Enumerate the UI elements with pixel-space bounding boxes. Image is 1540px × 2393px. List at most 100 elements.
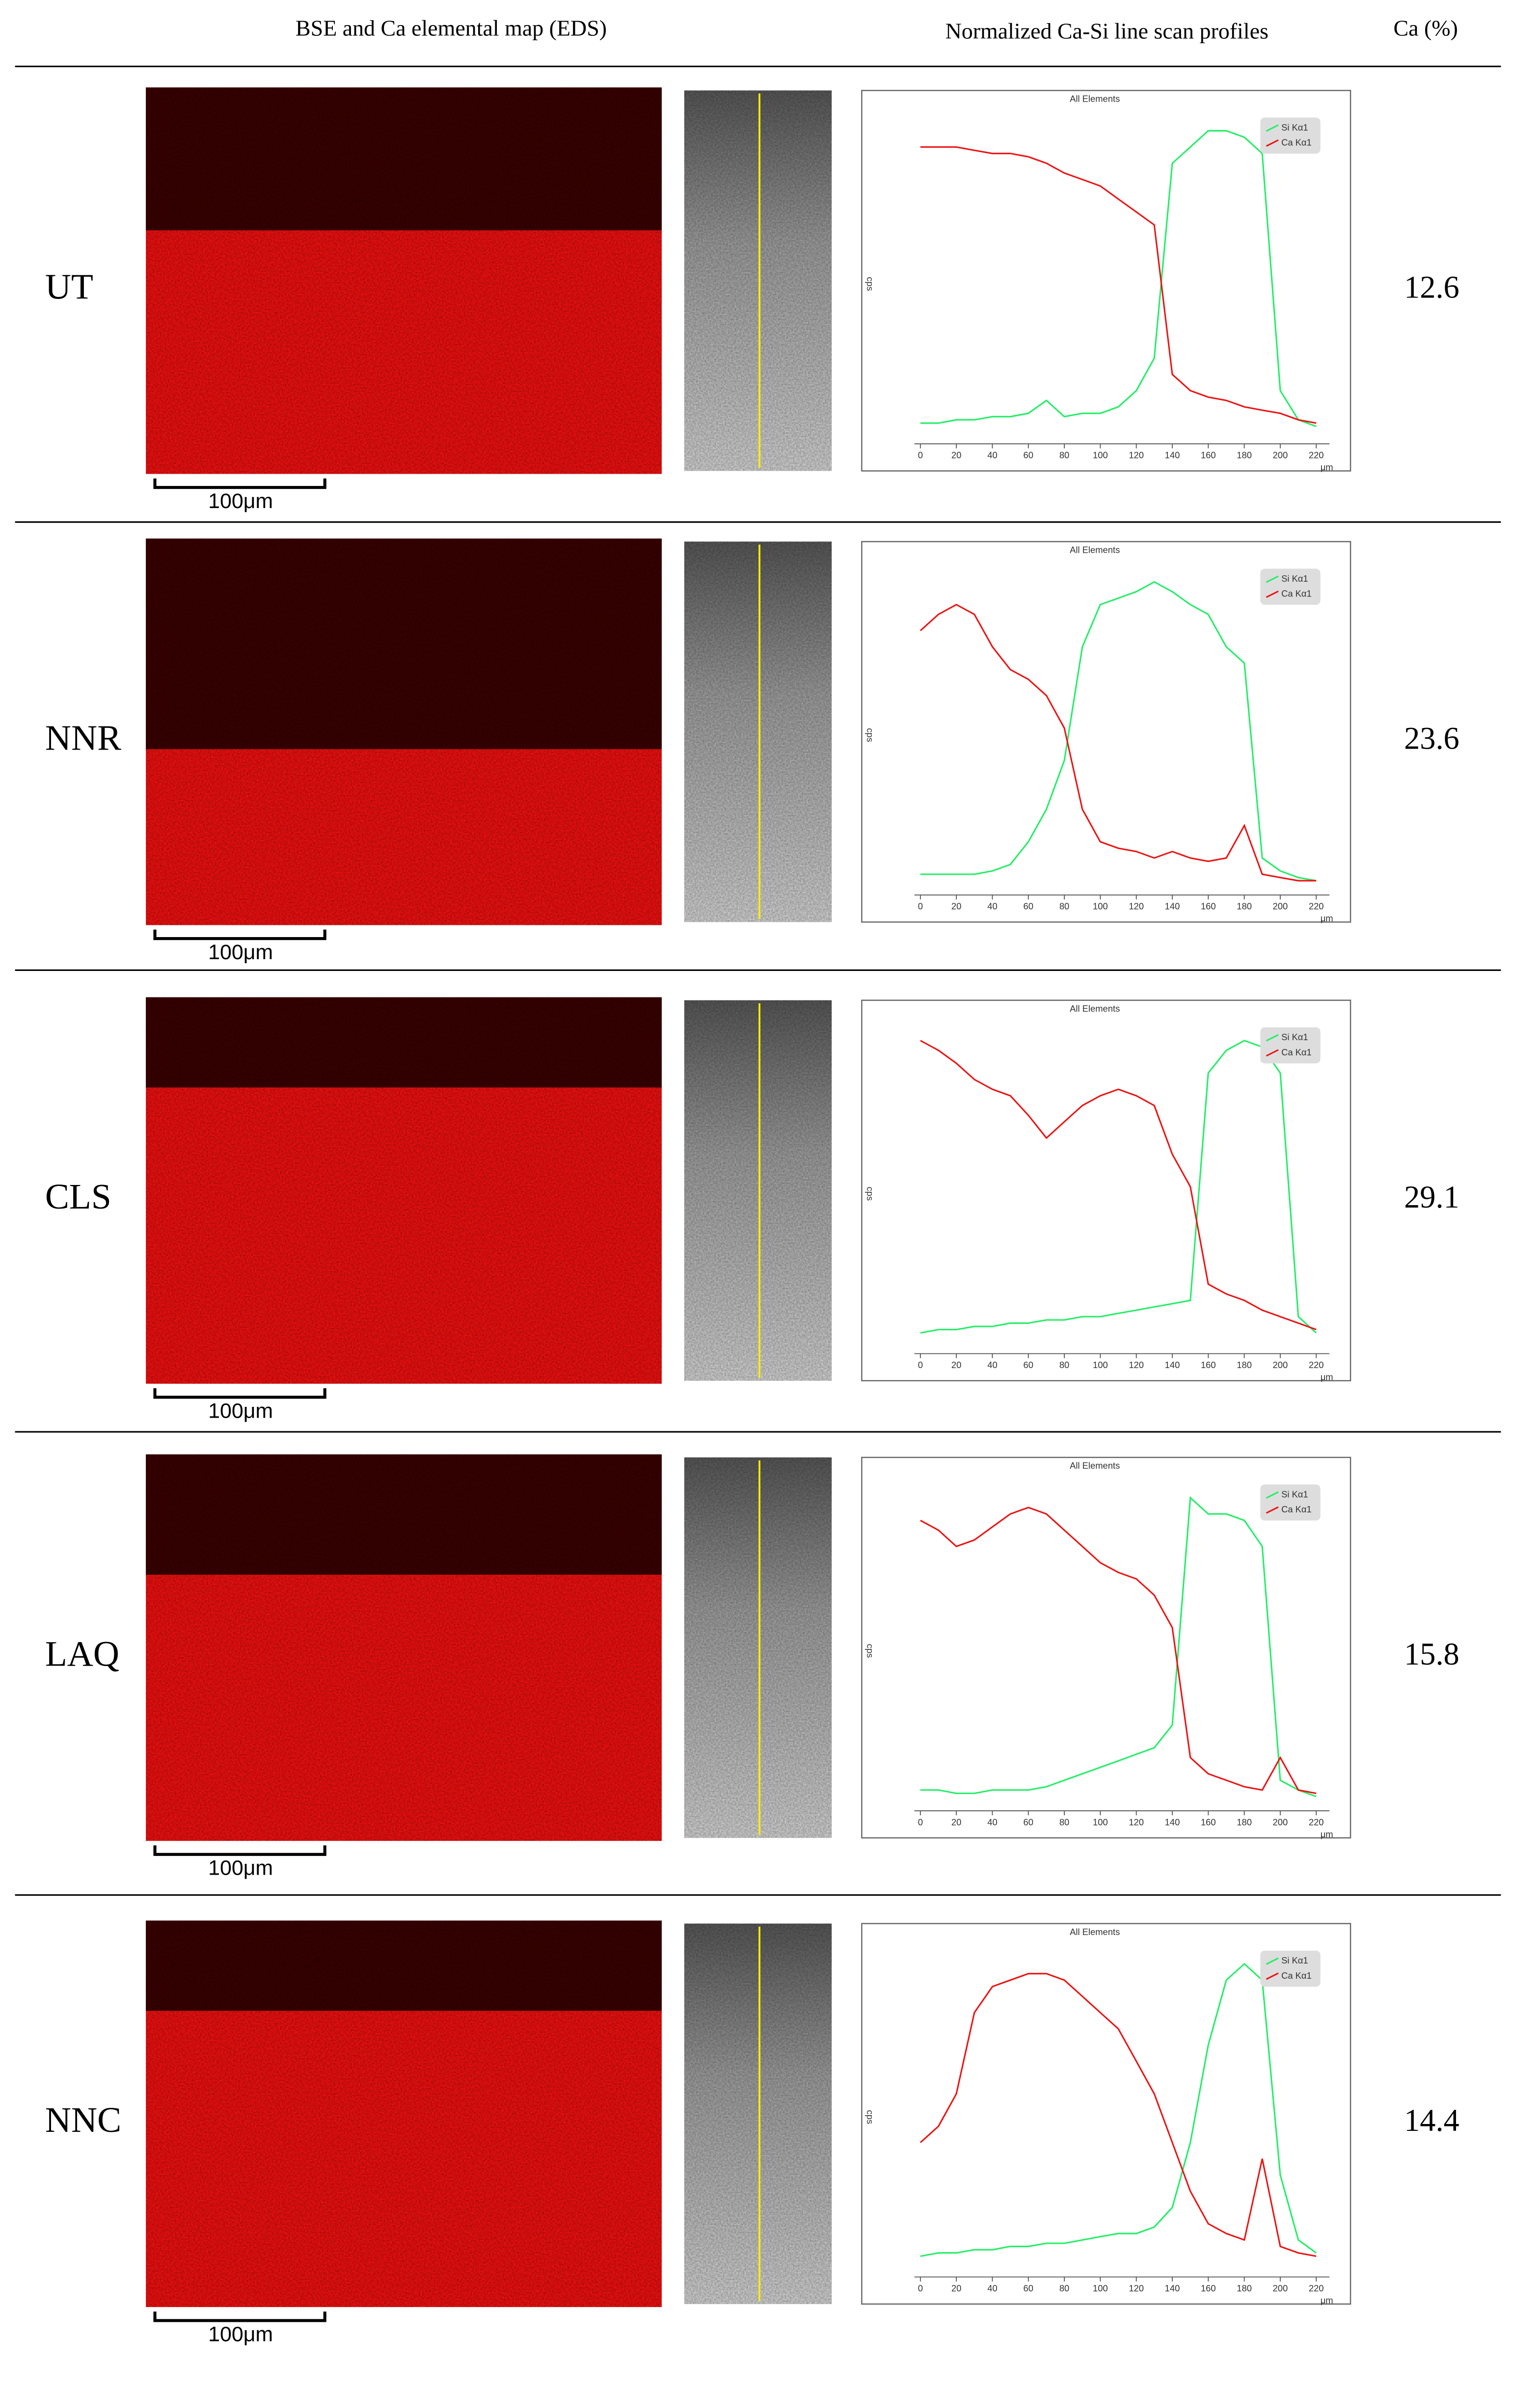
x-tick-label: 120 [1129,450,1144,460]
x-tick-label: 120 [1129,1360,1144,1370]
bse-texture [684,1000,832,1381]
chart-title: All Elements [1070,1927,1120,1937]
row-label: NNR [45,718,121,758]
line-scan-chart: All Elements cps 0 20 40 60 80 100 120 140 160 180 2… [861,1923,1351,2305]
bse-texture [684,541,832,922]
scale-bar [153,1845,326,1856]
legend-label: Si Kα1 [1281,573,1308,584]
x-tick-label: 0 [918,450,923,460]
series-line [920,130,1317,428]
y-axis-label: cps [865,277,875,291]
chart-frame [861,90,1351,472]
x-tick-label: 200 [1273,1817,1288,1827]
chart-title: All Elements [1070,94,1120,104]
x-tick-label: 140 [1165,1360,1180,1370]
x-tick-label: 0 [918,1360,923,1370]
ca-map-texture [146,538,662,925]
x-tick-label: 20 [951,1817,961,1827]
x-tick-label: 80 [1059,1817,1069,1827]
x-tick-label: 60 [1024,1817,1033,1827]
x-tick-label: 20 [951,901,961,912]
legend-swatch [1266,1972,1279,1980]
series-line [920,146,1317,424]
chart-frame [861,999,1351,1382]
scale-bar [153,929,326,941]
column-header: Normalized Ca-Si line scan profiles [946,18,1269,43]
x-tick-label: 100 [1093,450,1108,460]
legend-swatch [1266,139,1279,147]
x-tick-label: 120 [1129,1817,1144,1827]
x-tick-label: 100 [1093,901,1108,912]
x-tick-label: 160 [1201,2283,1216,2293]
scale-bar-label: 100μm [208,2322,273,2346]
x-tick-label: 40 [987,450,997,460]
ca-value: 14.4 [1404,2103,1459,2138]
x-tick-label: 160 [1201,1360,1216,1370]
legend-label: Si Kα1 [1281,1032,1308,1042]
legend-label: Ca Kα1 [1281,1047,1312,1057]
x-tick-label: 220 [1309,2283,1324,2293]
x-tick-label: 140 [1165,901,1180,912]
x-tick-label: 120 [1129,2283,1144,2293]
y-axis-label: cps [865,728,875,742]
x-axis-label: μm [1321,462,1333,472]
scale-bar-label: 100μm [208,1399,273,1423]
series-line [920,1496,1317,1798]
ca-map-texture [146,997,662,1384]
chart-frame [861,541,1351,923]
series-line [920,1506,1317,1794]
x-tick-label: 80 [1059,901,1069,912]
legend-label: Si Kα1 [1281,122,1308,133]
row-label: CLS [45,1176,111,1216]
series-line [920,1040,1317,1334]
x-tick-label: 140 [1165,2283,1180,2293]
x-tick-label: 200 [1273,901,1288,912]
x-tick-label: 60 [1024,1360,1033,1370]
x-tick-label: 20 [951,2283,961,2293]
legend-swatch [1266,591,1279,598]
x-axis-label: μm [1321,1372,1333,1382]
legend-label: Ca Kα1 [1281,588,1312,598]
row-label: LAQ [45,1633,119,1673]
chart-frame [861,1456,1351,1839]
x-tick-label: 120 [1129,901,1144,912]
legend-swatch [1266,124,1279,132]
scale-bar [153,2312,326,2322]
legend-swatch [1266,575,1279,583]
x-tick-label: 20 [951,450,961,460]
line-scan-chart: All Elements cps 0 20 40 60 80 100 120 140 160 180 2… [861,999,1351,1382]
x-tick-label: 60 [1024,450,1033,460]
ca-value: 23.6 [1404,721,1459,756]
x-tick-label: 180 [1237,1817,1252,1827]
x-tick-label: 0 [918,901,923,912]
series-line [920,1040,1317,1331]
ca-map-texture [146,87,662,474]
x-tick-label: 40 [987,1817,997,1827]
scale-bar-label: 100μm [208,941,273,964]
chart-title: All Elements [1070,545,1120,555]
legend-label: Ca Kα1 [1281,1504,1312,1514]
row-label: NNC [45,2099,121,2140]
x-tick-label: 20 [951,1360,961,1370]
x-tick-label: 80 [1059,1360,1069,1370]
x-tick-label: 140 [1165,1817,1180,1827]
x-tick-label: 100 [1093,1817,1108,1827]
x-tick-label: 60 [1024,901,1033,912]
x-tick-label: 220 [1309,1817,1324,1827]
y-axis-label: cps [865,1187,875,1201]
scale-bar [153,478,326,489]
x-tick-label: 160 [1201,901,1216,912]
legend-swatch [1266,1034,1279,1042]
x-tick-label: 180 [1237,2283,1252,2293]
ca-map-texture [146,1920,662,2307]
series-line [920,1963,1317,2257]
line-scan-chart: All Elements cps 0 20 40 60 80 100 120 140 160 180 2… [861,1456,1351,1839]
x-axis-label: μm [1321,1829,1333,1839]
x-tick-label: 200 [1273,2283,1288,2293]
line-scan-chart: All Elements cps 0 20 40 60 80 100 120 140 160 180 2… [861,90,1351,472]
scale-bar-label: 100μm [208,489,273,513]
chart-title: All Elements [1070,1460,1120,1471]
legend-swatch [1266,1957,1279,1965]
series-line [919,1973,1317,2257]
